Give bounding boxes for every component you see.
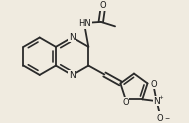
Text: −: −	[165, 115, 170, 121]
Text: N: N	[153, 97, 160, 106]
Text: N: N	[69, 71, 75, 80]
Text: N: N	[69, 33, 75, 42]
Text: O: O	[151, 80, 157, 89]
Text: O: O	[99, 1, 106, 10]
Text: O: O	[157, 114, 163, 123]
Text: +: +	[159, 95, 163, 100]
Text: O: O	[122, 98, 129, 107]
Text: HN: HN	[78, 19, 91, 28]
